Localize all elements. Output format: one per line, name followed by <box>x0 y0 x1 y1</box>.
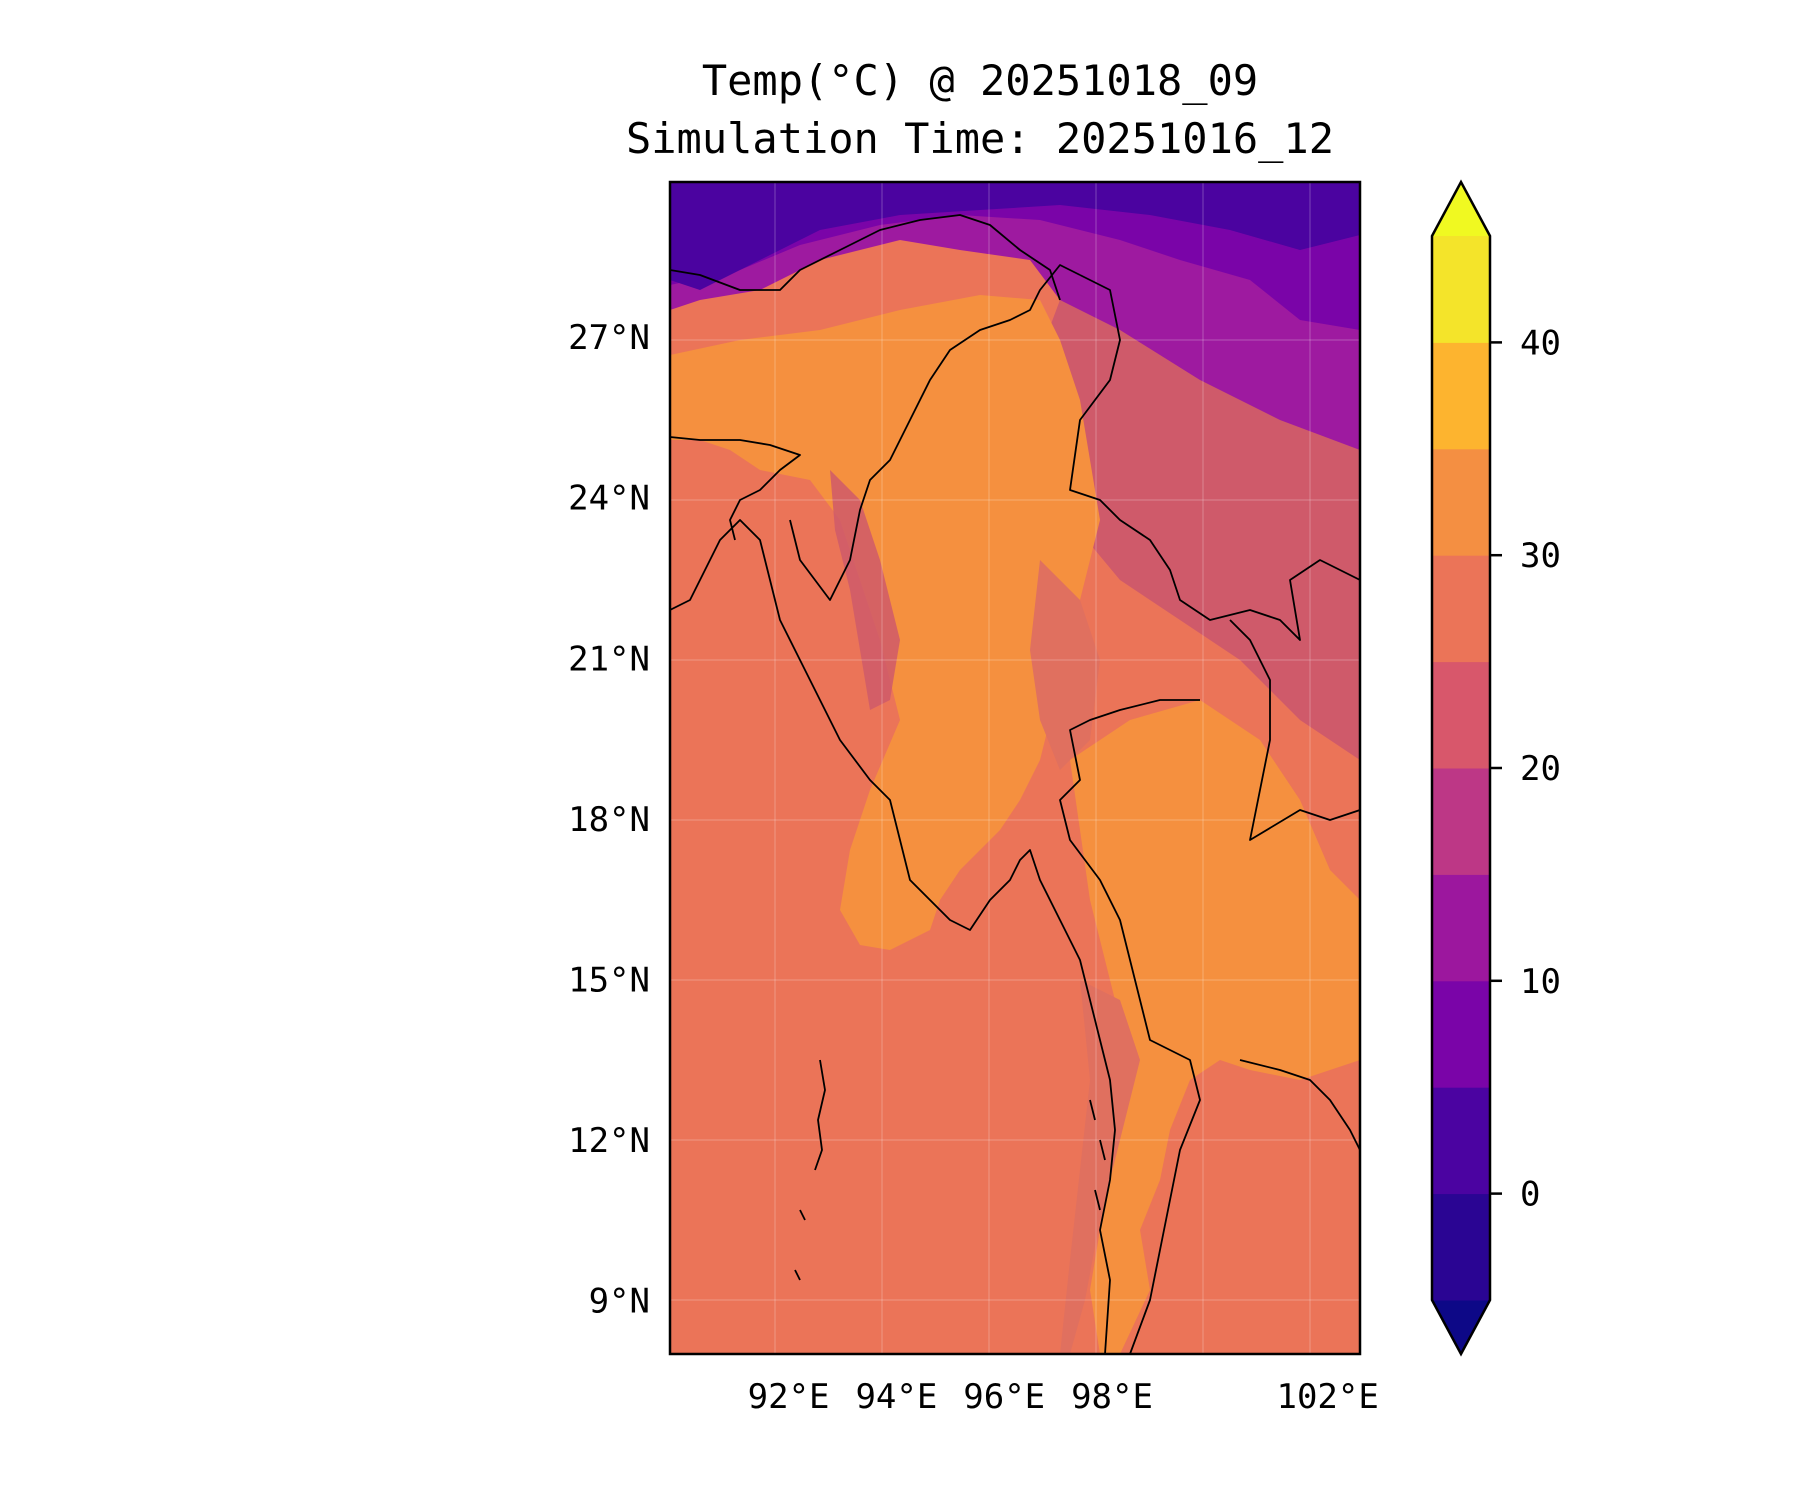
lat-tick-label: 9°N <box>589 1281 650 1321</box>
colorbar-extend-high <box>1432 182 1490 236</box>
colorbar-bin <box>1432 1087 1490 1195</box>
colorbar-tick-label: 20 <box>1520 749 1561 789</box>
map-title-line2: Simulation Time: 20251016_12 <box>626 114 1334 163</box>
colorbar-extend-low <box>1432 1300 1490 1354</box>
map-gridlines <box>670 182 1360 1354</box>
hills-arakan <box>830 470 900 710</box>
colorbar: 0 10 20 30 40 <box>1430 179 1561 1357</box>
map-panel <box>670 182 1360 1354</box>
colorbar-bin <box>1432 236 1490 343</box>
lat-tick-label: 12°N <box>568 1121 650 1161</box>
lat-tick-label: 15°N <box>568 960 650 1000</box>
colorbar-bin <box>1432 1193 1490 1301</box>
india-myanmar-border <box>789 264 1081 601</box>
himalaya-border <box>670 214 1061 301</box>
colorbar-tick-label: 40 <box>1520 323 1561 363</box>
lon-tick-label: 96°E <box>963 1377 1045 1417</box>
lat-tick-label: 24°N <box>568 479 650 519</box>
lat-tick-label: 18°N <box>568 800 650 840</box>
colorbar-tick-label: 30 <box>1520 536 1561 576</box>
coldest-region-north <box>670 182 1360 290</box>
lon-tick-label: 98°E <box>1071 1377 1153 1417</box>
colorbar-bin <box>1432 980 1490 1088</box>
latitude-ticks: 27°N 24°N 21°N 18°N 15°N 12°N 9°N <box>568 318 650 1321</box>
colorbar-bin <box>1432 342 1490 450</box>
coastlines-borders <box>670 214 1360 1354</box>
colorbar-tick-label: 10 <box>1520 962 1561 1002</box>
hills-tenasserim <box>1060 980 1140 1354</box>
bangladesh-outline <box>670 436 801 541</box>
colorbar-tick-label: 0 <box>1520 1175 1540 1215</box>
andaman-islands <box>794 1059 826 1281</box>
colorbar-bin <box>1432 448 1490 556</box>
lon-tick-label: 94°E <box>855 1377 937 1417</box>
map-title-line1: Temp(°C) @ 20251018_09 <box>702 56 1258 105</box>
lowland-southeast <box>1070 700 1360 1354</box>
lon-tick-label: 102°E <box>1276 1377 1378 1417</box>
myanmar-coastline <box>670 519 1116 1354</box>
myanmar-thailand-border <box>1059 699 1201 1354</box>
lat-tick-label: 21°N <box>568 639 650 679</box>
lat-tick-label: 27°N <box>568 318 650 358</box>
longitude-ticks: 92°E 94°E 96°E 98°E 102°E <box>748 1377 1379 1417</box>
colorbar-outline <box>1430 179 1492 1357</box>
map-frame <box>668 180 1362 1356</box>
highland-east <box>1030 300 1360 760</box>
colorbar-bin <box>1432 768 1490 875</box>
mergui-islands <box>1089 1099 1106 1211</box>
china-myanmar-border <box>1069 274 1360 641</box>
colorbar-bin <box>1432 555 1490 663</box>
laos-border <box>1229 619 1360 841</box>
hills-shan <box>1030 560 1100 770</box>
cambodia-border <box>1239 1059 1360 1151</box>
colorbar-bin <box>1432 661 1490 769</box>
colorbar-bin <box>1432 874 1490 982</box>
lon-tick-label: 92°E <box>748 1377 830 1417</box>
